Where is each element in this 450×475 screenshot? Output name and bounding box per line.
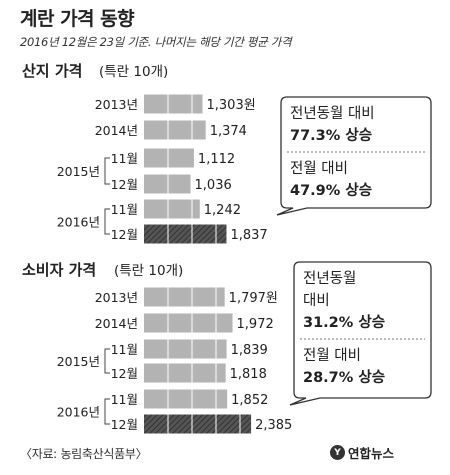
value-label-0-2: 1,112 (198, 152, 235, 167)
agency-logo-text: 연합뉴스 (348, 446, 395, 461)
callout-mom-value: 28.7% 상승 (303, 369, 385, 386)
bar-1-3 (144, 363, 226, 383)
value-label-0-0: 1,303원 (207, 98, 256, 113)
year-label-1-0: 2013년 (95, 290, 138, 305)
value-label-0-5: 1,837 (230, 228, 267, 243)
year-bracket-1-2 (104, 348, 110, 374)
callout-mom-label: 전월 대비 (303, 347, 361, 364)
callout-box-1 (289, 261, 432, 406)
year-label-1-4: 2016년 (57, 405, 100, 420)
value-label-0-3: 1,036 (195, 178, 232, 193)
month-label-0-3: 12월 (111, 177, 138, 192)
agency-logo-icon: Y (330, 445, 345, 460)
bar-0-0 (144, 94, 203, 114)
callout-mom-value: 47.9% 상승 (290, 182, 372, 199)
callout-mom-label: 전월 대비 (290, 160, 348, 177)
bar-1-4 (144, 389, 228, 409)
agency-logo: Y 연합뉴스 (330, 443, 394, 462)
value-label-1-2: 1,839 (231, 343, 268, 358)
month-label-1-3: 12월 (111, 366, 138, 381)
bar-1-0 (144, 287, 225, 307)
value-label-1-3: 1,818 (230, 367, 267, 382)
section-0-unit-label: (특란 10개) (99, 64, 168, 80)
bar-1-2 (144, 339, 227, 359)
month-label-0-5: 12월 (111, 227, 138, 242)
callout-yoy-label: 전년동월 대비 (290, 105, 375, 122)
bar-0-2 (144, 148, 194, 168)
value-label-1-5: 2,385 (255, 418, 292, 433)
value-label-0-4: 1,242 (204, 203, 241, 218)
bar-0-1 (144, 120, 206, 140)
bar-1-5 (144, 414, 252, 434)
year-bracket-0-2 (104, 157, 110, 185)
month-label-0-2: 11월 (111, 151, 138, 166)
year-label-1-1: 2014년 (95, 316, 138, 331)
year-bracket-0-4 (104, 208, 110, 235)
value-label-1-1: 1,972 (237, 317, 274, 332)
section-0-title: 산지 가격 (22, 62, 82, 80)
year-label-0-2: 2015년 (57, 164, 100, 179)
callout-yoy-label: 전년동월 (303, 270, 356, 287)
bar-0-4 (144, 199, 200, 219)
value-label-1-4: 1,852 (231, 393, 268, 408)
bar-1-1 (144, 313, 233, 333)
section-1-title: 소비자 가격 (22, 261, 96, 279)
value-label-1-0: 1,797원 (229, 291, 278, 306)
callout-box-0 (276, 96, 432, 216)
bar-0-3 (144, 174, 191, 194)
source-note: 〈자료: 농림축산식품부〉 (20, 447, 148, 461)
bar-0-5 (144, 224, 227, 244)
month-label-0-4: 11월 (111, 202, 138, 217)
year-label-0-1: 2014년 (95, 123, 138, 138)
year-bracket-1-4 (104, 398, 110, 425)
year-label-0-4: 2016년 (57, 215, 100, 230)
month-label-1-5: 12월 (111, 417, 138, 432)
callout-yoy-value: 77.3% 상승 (290, 127, 372, 144)
callout-yoy-value: 31.2% 상승 (303, 314, 385, 331)
page-subtitle: 2016년 12월은 23일 기준. 나머지는 해당 기간 평균 가격 (20, 35, 292, 49)
month-label-1-4: 11월 (111, 392, 138, 407)
callout-yoy-label-2: 대비 (303, 292, 330, 309)
section-1-unit-label: (특란 10개) (114, 263, 183, 279)
year-label-0-0: 2013년 (95, 97, 138, 112)
month-label-1-2: 11월 (111, 342, 138, 357)
value-label-0-1: 1,374 (210, 124, 247, 139)
year-label-1-2: 2015년 (57, 354, 100, 369)
page-title: 계란 가격 동향 (20, 8, 135, 30)
